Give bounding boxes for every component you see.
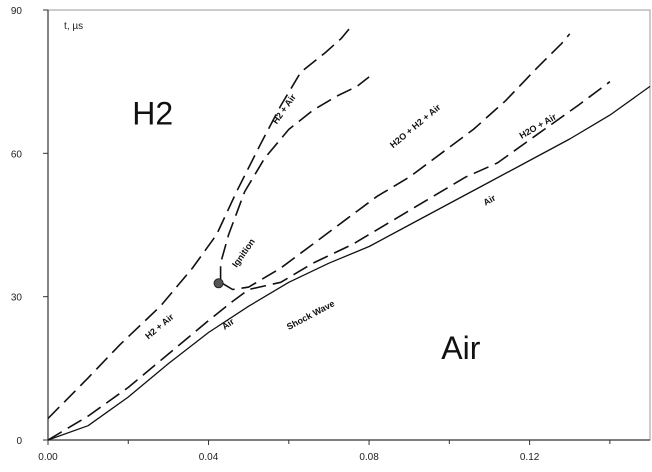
curve-label: Shock Wave: [285, 298, 336, 332]
series-line-2: [219, 76, 370, 283]
curve-label: H2O + Air: [518, 111, 559, 140]
series-line-4: [47, 81, 611, 441]
y-tick-label: 0: [16, 436, 22, 447]
x-tick-label: 0.04: [199, 452, 219, 463]
series-line-3: [220, 33, 571, 291]
x-tick-label: 0.08: [359, 452, 379, 463]
plot-frame: [47, 9, 651, 441]
x-tick-label: 0.12: [520, 452, 540, 463]
curve-label: Air: [220, 316, 236, 332]
curve-label: Ignition: [230, 237, 257, 269]
series-line-5: [47, 85, 651, 441]
curve-label: H2O + H2 + Air: [388, 102, 443, 150]
y-tick-label: 30: [11, 293, 23, 304]
x-tick-label: 0.00: [38, 452, 58, 463]
region-label-2: Air: [441, 330, 480, 366]
curve-label: H2 + Air: [270, 92, 298, 126]
curve-label: H2 + Air: [143, 311, 176, 341]
curve-label: Air: [481, 192, 497, 207]
ignition-point: [213, 278, 224, 289]
y-tick-label: 90: [11, 6, 23, 17]
y-tick-label: 60: [11, 149, 23, 160]
y-axis-title: t, µs: [64, 21, 83, 32]
series-line-1: [47, 28, 350, 420]
region-label-1: H2: [132, 96, 173, 132]
